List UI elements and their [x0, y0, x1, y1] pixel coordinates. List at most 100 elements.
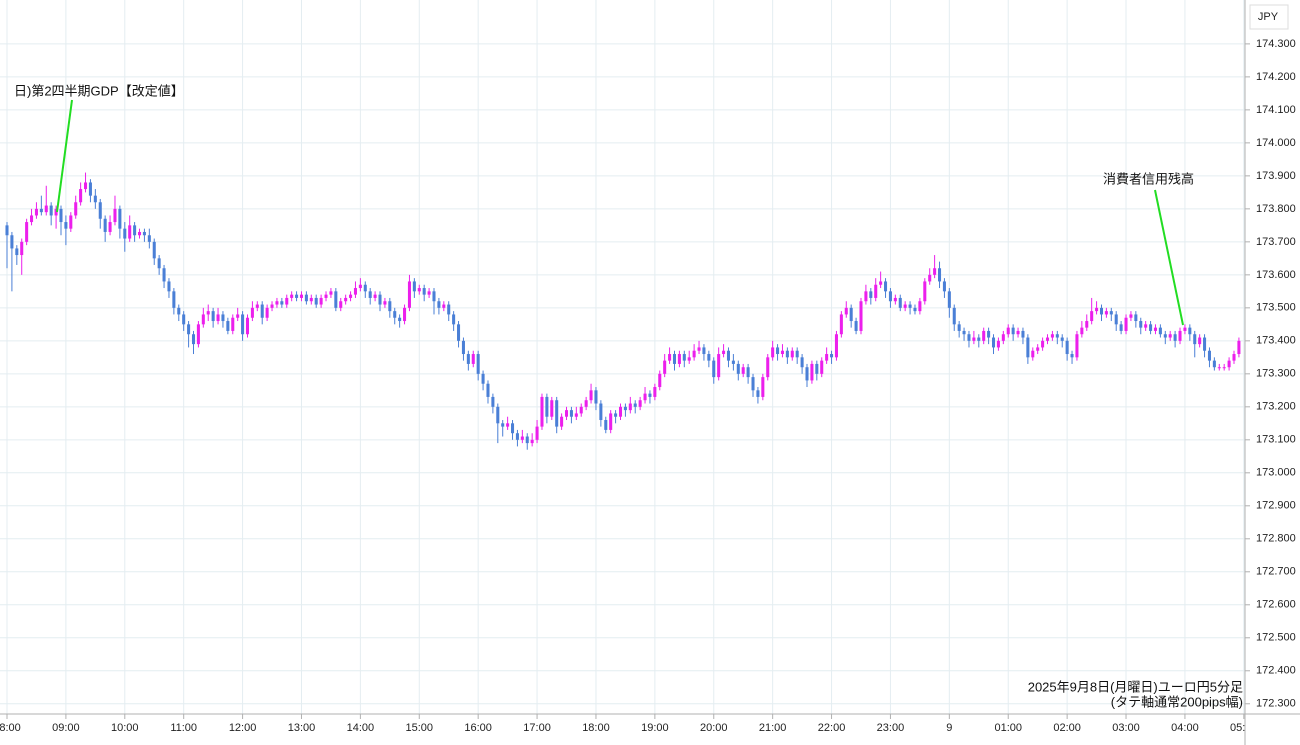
- annotation: 消費者信用残高: [1103, 171, 1194, 186]
- candle-body: [903, 304, 907, 308]
- x-tick-label: 17:00: [523, 722, 551, 734]
- candle-body: [1026, 337, 1030, 358]
- x-tick-label: 10:00: [111, 722, 139, 734]
- y-tick-label: 173.800: [1256, 203, 1296, 215]
- candle-body: [869, 291, 873, 298]
- candle-body: [658, 373, 662, 388]
- candle-body: [977, 337, 981, 341]
- candle-body: [113, 208, 117, 223]
- candle-body: [1163, 334, 1167, 338]
- candle-body: [707, 354, 711, 361]
- candle-body: [545, 396, 549, 417]
- candle-body: [540, 396, 544, 427]
- candle-body: [844, 307, 848, 315]
- candle-body: [962, 330, 966, 335]
- candle-body: [1011, 327, 1015, 335]
- candle-body: [74, 202, 78, 216]
- candle-body: [152, 241, 156, 259]
- candle-body: [260, 304, 264, 318]
- x-tick-label: 16:00: [464, 722, 492, 734]
- candle-body: [196, 324, 200, 345]
- candle-body: [511, 423, 515, 434]
- candle-body: [491, 396, 495, 407]
- candle-body: [329, 291, 333, 295]
- candle-body: [820, 360, 824, 374]
- candle-body: [584, 400, 588, 407]
- candle-body: [339, 301, 343, 308]
- candle-body: [1139, 321, 1143, 328]
- x-tick-label: 19:00: [641, 722, 669, 734]
- candle-body: [564, 410, 569, 417]
- x-tick-label: 05:00: [1230, 722, 1258, 734]
- candle-body: [839, 314, 843, 335]
- candle-body: [236, 314, 240, 318]
- candle-body: [506, 423, 510, 427]
- candle-body: [44, 205, 48, 213]
- candle-body: [913, 307, 917, 312]
- candle-body: [368, 291, 372, 298]
- candles: [5, 172, 1241, 450]
- candle-body: [142, 231, 146, 236]
- candle-body: [972, 337, 976, 341]
- y-axis-label: JPY: [1258, 11, 1279, 23]
- candle-body: [574, 413, 578, 417]
- candle-body: [1065, 340, 1069, 355]
- candle-body: [265, 307, 269, 318]
- candle-body: [550, 400, 554, 417]
- candle-body: [830, 354, 834, 358]
- y-tick-label: 172.300: [1256, 698, 1296, 710]
- y-tick-label: 174.300: [1256, 38, 1296, 50]
- candle-body: [677, 354, 681, 364]
- candle-body: [908, 304, 912, 308]
- y-tick-label: 174.100: [1256, 104, 1296, 116]
- candle-body: [1227, 360, 1231, 368]
- candle-body: [633, 403, 637, 407]
- y-tick-label: 172.500: [1256, 632, 1296, 644]
- candle-body: [1153, 327, 1157, 331]
- candle-body: [638, 400, 642, 407]
- candle-body: [1104, 311, 1108, 315]
- candle-body: [1124, 317, 1128, 331]
- candle-body: [5, 225, 9, 236]
- candle-body: [1222, 367, 1226, 369]
- candle-body: [628, 403, 632, 411]
- candle-body: [241, 314, 245, 335]
- candle-body: [275, 301, 279, 305]
- candle-body: [79, 189, 83, 203]
- candle-body: [599, 403, 603, 421]
- candle-body: [1099, 307, 1104, 315]
- candle-body: [422, 288, 426, 295]
- x-tick-label: 15:00: [406, 722, 434, 734]
- candle-body: [88, 182, 92, 196]
- candle-body: [1045, 337, 1050, 341]
- candle-body: [982, 330, 986, 341]
- unit-box: [1249, 4, 1289, 30]
- y-axis: 174.300 174.200 174.100 174.000 173.900 173.8…: [1245, 38, 1296, 710]
- candle-body: [1080, 327, 1084, 335]
- candle-body: [864, 291, 868, 302]
- x-tick-label: 11:00: [170, 722, 197, 734]
- candle-body: [137, 231, 142, 236]
- candle-body: [1075, 334, 1079, 358]
- candle-body: [167, 281, 171, 292]
- candle-body: [285, 297, 289, 305]
- candle-body: [849, 307, 853, 322]
- candle-body: [398, 317, 402, 322]
- candle-body: [295, 294, 299, 298]
- candle-body: [191, 334, 196, 345]
- candle-body: [388, 301, 392, 312]
- x-tick-label: 14:00: [347, 722, 375, 734]
- candle-body: [996, 340, 1000, 348]
- candle-body: [1041, 340, 1045, 348]
- candle-body: [1016, 330, 1020, 335]
- x-tick-label: 13:00: [288, 722, 316, 734]
- candle-body: [687, 357, 691, 361]
- candle-body: [334, 291, 338, 308]
- candle-body: [884, 281, 888, 292]
- candle-body: [859, 301, 863, 331]
- y-tick-label: 174.000: [1256, 137, 1296, 149]
- y-tick-label: 172.700: [1256, 566, 1296, 578]
- x-tick-label: 03:00: [1112, 722, 1140, 734]
- candle-body: [84, 182, 88, 190]
